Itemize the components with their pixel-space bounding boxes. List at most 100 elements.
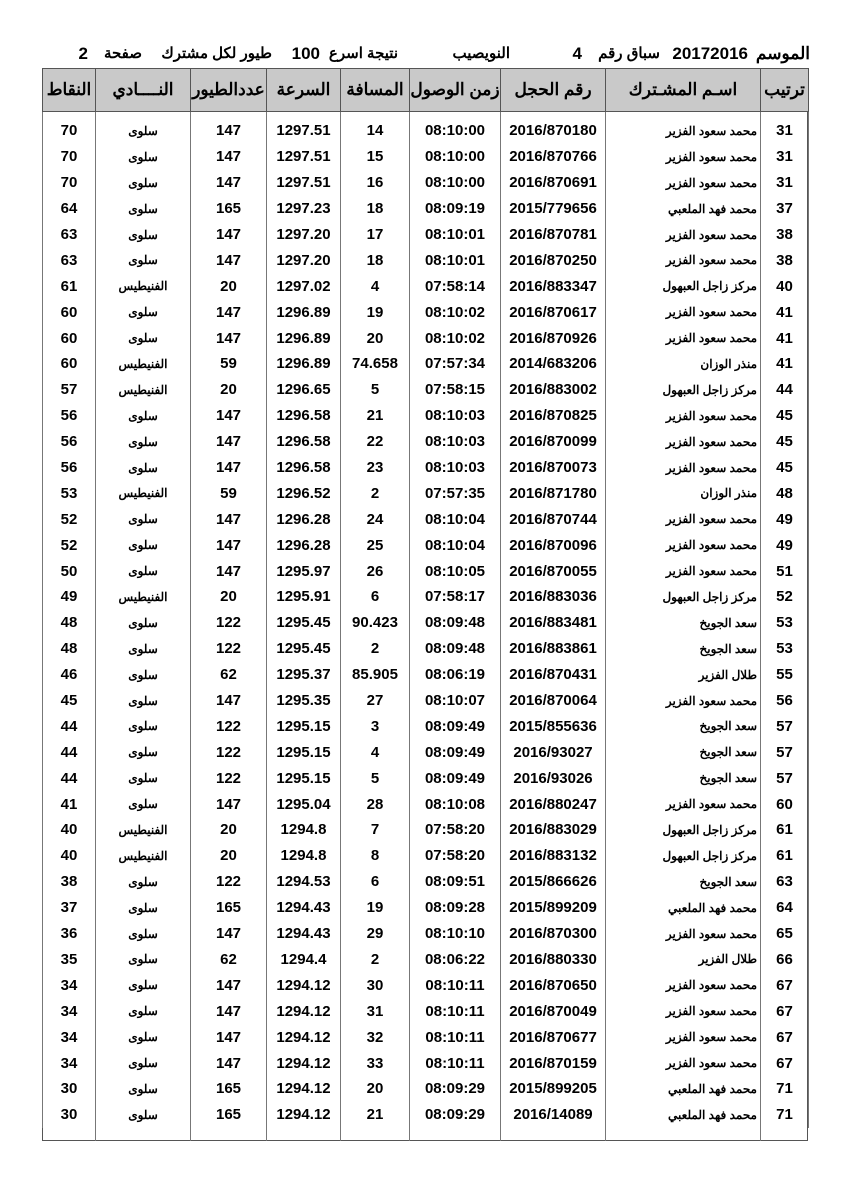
table-row: 64 محمد فهد الملعبي 2015/899209 08:09:28 19 1… (42, 894, 809, 921)
participant-name-cell: محمد سعود الفزير (605, 791, 761, 818)
points-cell: 48 (42, 609, 96, 636)
points-cell: 56 (42, 428, 96, 455)
arrival-time-cell: 08:09:49 (409, 765, 501, 792)
table-row: 67 محمد سعود الفزير 2016/870049 08:10:11 31 1… (42, 998, 809, 1025)
distance-cell: 2 (340, 635, 410, 662)
participant-name-cell: منذر الوزان (605, 351, 761, 377)
participant-name-cell: محمد سعود الفزير (605, 299, 761, 326)
table-row: 65 محمد سعود الفزير 2016/870300 08:10:10 29 1… (42, 920, 809, 947)
participant-name-cell: طلال الفزير (605, 661, 761, 688)
distance-cell: 7 (340, 817, 410, 843)
points-cell: 56 (42, 454, 96, 481)
participant-name-cell: سعد الجويخ (605, 739, 761, 766)
participant-name-cell: مركز زاجل العبهول (605, 842, 761, 869)
speed-cell: 1294.12 (266, 998, 341, 1025)
bird-count-cell: 147 (190, 454, 267, 481)
race-results-table: ترتيب اسـم المشـترك رقم الحجل زمن الوصول الم… (42, 68, 809, 1128)
points-cell: 60 (42, 325, 96, 352)
ring-number-cell: 2016/870781 (500, 221, 606, 248)
distance-cell: 32 (340, 1024, 410, 1051)
speed-cell: 1295.15 (266, 739, 341, 766)
table-row: 41 محمد سعود الفزير 2016/870926 08:10:02 20 1… (42, 325, 809, 352)
participant-name-cell: محمد سعود الفزير (605, 1050, 761, 1076)
table-row: 38 محمد سعود الفزير 2016/870250 08:10:01 18 1… (42, 247, 809, 274)
distance-cell: 19 (340, 894, 410, 921)
participant-name-cell: محمد سعود الفزير (605, 221, 761, 248)
ring-number-cell: 2016/880330 (500, 946, 606, 973)
points-cell: 44 (42, 713, 96, 740)
bird-count-cell: 147 (190, 247, 267, 274)
distance-cell: 27 (340, 687, 410, 714)
distance-cell: 18 (340, 247, 410, 274)
spacer-cell (42, 111, 96, 118)
club-cell: سلوى (95, 428, 191, 455)
club-cell: سلوى (95, 1024, 191, 1051)
rank-cell: 53 (760, 609, 809, 636)
table-row: 71 محمد فهد الملعبي 2016/14089 08:09:29 21 12… (42, 1101, 809, 1128)
spacer-cell (760, 111, 809, 118)
club-cell: سلوى (95, 739, 191, 766)
distance-cell: 85.905 (340, 661, 410, 688)
arrival-time-cell: 08:10:01 (409, 247, 501, 274)
rank-cell: 31 (760, 143, 809, 170)
distance-cell: 17 (340, 221, 410, 248)
rank-cell: 65 (760, 920, 809, 947)
table-row: 38 محمد سعود الفزير 2016/870781 08:10:01 17 1… (42, 221, 809, 248)
distance-cell: 5 (340, 765, 410, 792)
rank-cell: 67 (760, 972, 809, 999)
rank-cell: 57 (760, 765, 809, 792)
club-cell: سلوى (95, 868, 191, 895)
points-cell: 40 (42, 817, 96, 843)
rank-cell: 40 (760, 273, 809, 300)
arrival-time-cell: 08:10:08 (409, 791, 501, 818)
points-cell: 44 (42, 765, 96, 792)
ring-number-cell: 2016/870099 (500, 428, 606, 455)
ring-number-cell: 2016/883347 (500, 273, 606, 300)
bird-count-cell: 122 (190, 739, 267, 766)
ring-number-cell: 2015/899209 (500, 894, 606, 921)
bird-count-cell: 147 (190, 325, 267, 352)
bird-count-cell: 122 (190, 635, 267, 662)
table-row: 61 مركز زاجل العبهول 2016/883132 07:58:20 8 1… (42, 842, 809, 869)
table-row: 53 سعد الجويخ 2016/883481 08:09:48 90.423 129… (42, 609, 809, 636)
arrival-time-cell: 07:58:15 (409, 376, 501, 403)
table-row: 31 محمد سعود الفزير 2016/870180 08:10:00 14 1… (42, 118, 809, 144)
participant-name-cell: محمد سعود الفزير (605, 169, 761, 196)
arrival-time-cell: 08:10:00 (409, 118, 501, 144)
points-cell: 70 (42, 143, 96, 170)
points-cell: 49 (42, 584, 96, 610)
points-cell: 36 (42, 920, 96, 947)
bird-count-cell: 147 (190, 299, 267, 326)
bird-count-cell: 147 (190, 687, 267, 714)
distance-cell: 30 (340, 972, 410, 999)
speed-cell: 1296.89 (266, 299, 341, 326)
participant-name-cell: مركز زاجل العبهول (605, 584, 761, 610)
arrival-time-cell: 08:09:19 (409, 195, 501, 222)
table-row: 49 محمد سعود الفزير 2016/870744 08:10:04 24 1… (42, 506, 809, 533)
arrival-time-cell: 08:09:49 (409, 713, 501, 740)
arrival-time-cell: 08:10:07 (409, 687, 501, 714)
ring-number-cell: 2016/870159 (500, 1050, 606, 1076)
rank-cell: 67 (760, 998, 809, 1025)
table-row: 57 سعد الجويخ 2016/93026 08:09:49 5 1295.15 12… (42, 765, 809, 792)
distance-cell: 31 (340, 998, 410, 1025)
points-cell: 63 (42, 221, 96, 248)
table-row: 56 محمد سعود الفزير 2016/870064 08:10:07 27 1… (42, 687, 809, 714)
club-cell: سلوى (95, 299, 191, 326)
bird-count-cell: 20 (190, 842, 267, 869)
club-cell: سلوى (95, 765, 191, 792)
club-cell: الفنيطيس (95, 480, 191, 507)
speed-cell: 1294.12 (266, 1075, 341, 1102)
ring-number-cell: 2016/883002 (500, 376, 606, 403)
rank-cell: 41 (760, 351, 809, 377)
ring-number-cell: 2016/883132 (500, 842, 606, 869)
ring-number-cell: 2016/870650 (500, 972, 606, 999)
ring-number-cell: 2016/870055 (500, 558, 606, 585)
arrival-time-cell: 08:06:19 (409, 661, 501, 688)
report-header: الموسم 20172016 سباق رقم 4 النويصيب نتيج… (40, 42, 810, 66)
distance-cell: 25 (340, 532, 410, 559)
rank-cell: 56 (760, 687, 809, 714)
ring-number-cell: 2016/870825 (500, 402, 606, 429)
speed-cell: 1297.20 (266, 247, 341, 274)
points-cell: 30 (42, 1075, 96, 1102)
